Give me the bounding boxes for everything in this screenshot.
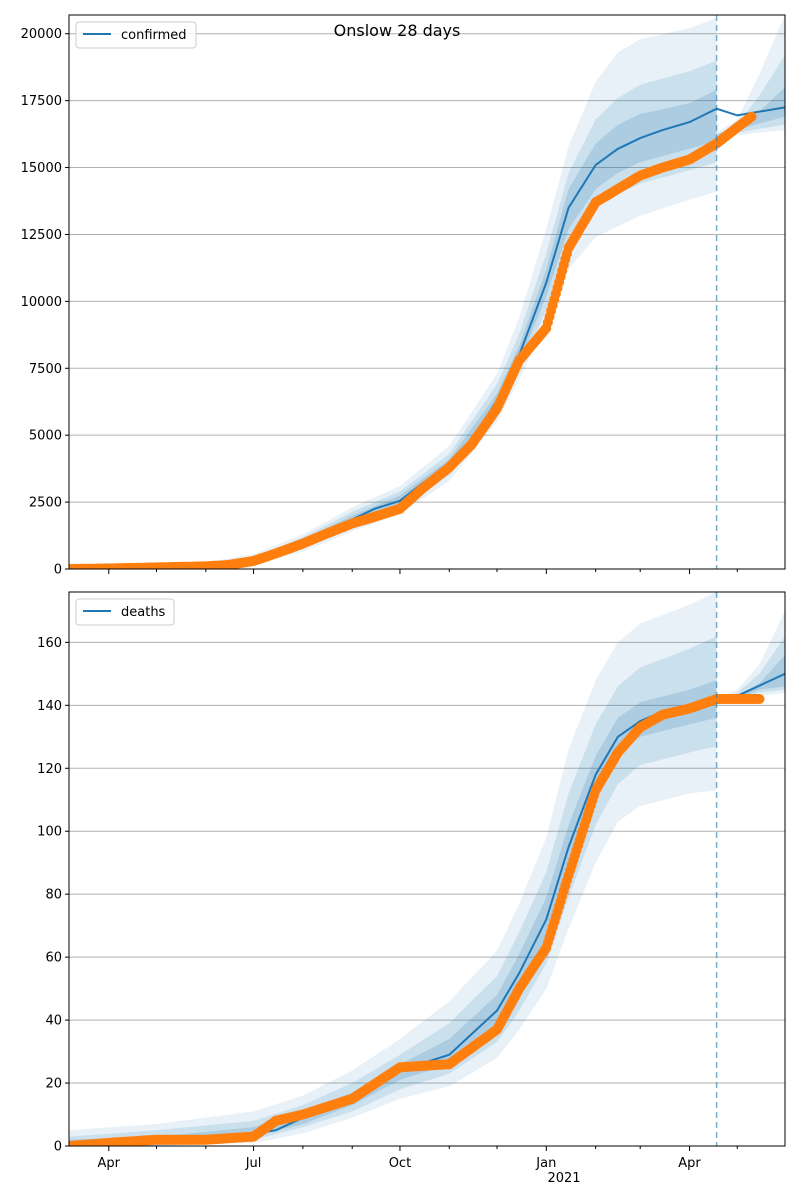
confirmed-legend-box [75, 21, 197, 49]
confirmed-axes-frame [68, 14, 786, 570]
deaths-observed-point [754, 694, 765, 704]
deaths-x-tick-label: Jul [245, 1156, 262, 1171]
deaths-x-tick-label: Apr [678, 1156, 701, 1171]
deaths-band-outer [69, 592, 717, 1146]
deaths-y-tick-label: 20 [45, 1077, 62, 1092]
confirmed-y-tick-label: 0 [54, 563, 62, 578]
deaths-y-tick-label: 80 [45, 888, 62, 903]
confirmed-y-tick-label: 5000 [29, 429, 62, 444]
deaths-band-middle [716, 636, 785, 703]
deaths-x-tick-label: Apr [98, 1156, 121, 1171]
confirmed-y-axis: 0 2500 5000 7500 10000 12500 15000 17500 20000 [21, 27, 69, 578]
deaths-y-tick-label: 140 [37, 699, 62, 714]
confirmed-y-tick-label: 12500 [21, 228, 62, 243]
figure-title: Onslow 28 days [334, 21, 461, 40]
deaths-y-tick-label: 120 [37, 762, 62, 777]
deaths-band-inner [716, 655, 785, 703]
confirmed-chart-panel: 0 2500 5000 7500 10000 12500 15000 17500 20000 c… [21, 14, 786, 578]
deaths-y-tick-label: 100 [37, 825, 62, 840]
confirmed-band-outer [69, 17, 717, 569]
deaths-band-middle [69, 636, 717, 1146]
x-axis-year-label: 2021 [547, 1171, 580, 1186]
confirmed-legend-label: confirmed [121, 28, 187, 43]
confirmed-y-tick-label: 10000 [21, 295, 62, 310]
confirmed-band-inner [716, 87, 785, 136]
confirmed-uncertainty-bands [69, 15, 785, 569]
deaths-y-axis: 0 20 40 60 80 100 120 140 160 [37, 636, 69, 1155]
confirmed-observed-point [746, 111, 757, 122]
deaths-y-tick-label: 60 [45, 951, 62, 966]
confirmed-y-tick-label: 17500 [21, 94, 62, 109]
confirmed-band-inner [69, 89, 717, 569]
confirmed-y-tick-label: 2500 [29, 496, 62, 511]
deaths-legend-box [75, 598, 175, 626]
deaths-y-tick-label: 40 [45, 1014, 62, 1029]
deaths-uncertainty-bands [69, 592, 785, 1146]
deaths-legend-label: deaths [121, 605, 166, 620]
confirmed-legend: confirmed [75, 21, 197, 49]
deaths-legend: deaths [75, 598, 175, 626]
deaths-band-outer [716, 610, 785, 703]
deaths-band-inner [69, 680, 717, 1146]
deaths-chart-panel: 0 20 40 60 80 100 120 140 160 Apr Jul Oct Jan Apr de… [37, 591, 786, 1171]
confirmed-band-middle [69, 60, 717, 569]
deaths-x-tick-label: Jan [535, 1156, 556, 1171]
deaths-y-tick-label: 160 [37, 636, 62, 651]
deaths-observed-points [69, 694, 765, 1146]
confirmed-y-tick-label: 20000 [21, 27, 62, 42]
confirmed-band-outer [716, 15, 785, 139]
confirmed-y-tick-label: 15000 [21, 161, 62, 176]
confirmed-band-middle [716, 55, 785, 137]
deaths-y-tick-label: 0 [54, 1140, 62, 1155]
confirmed-y-tick-label: 7500 [29, 362, 62, 377]
deaths-x-tick-label: Oct [389, 1156, 411, 1171]
confirmed-observed-points [69, 111, 757, 569]
deaths-axes-frame [68, 591, 786, 1147]
